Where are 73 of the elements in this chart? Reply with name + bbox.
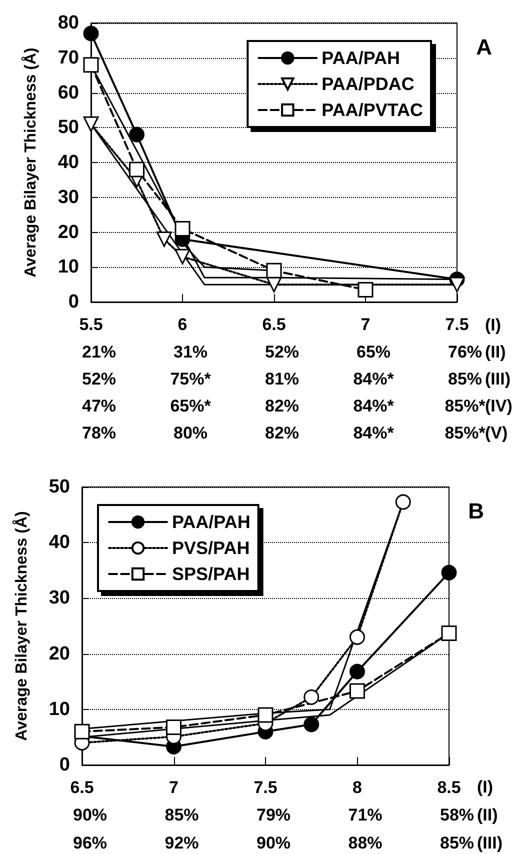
text: (I) [485, 316, 502, 334]
text: 65%* [170, 396, 212, 416]
y-tick-label: 50 [48, 476, 70, 498]
text: 78% [82, 424, 116, 442]
text: B [468, 498, 484, 524]
x-tick-label: 5.5 [79, 315, 103, 334]
text: 79% [256, 806, 291, 824]
text: 85% [448, 370, 482, 388]
text: 88% [348, 834, 382, 852]
text: (IV) [485, 396, 512, 416]
y-tick-label: 30 [48, 588, 70, 609]
legend-label: PAA/PAH [322, 48, 400, 68]
text: 82% [264, 424, 300, 442]
x-tick-label: 7 [360, 315, 370, 334]
x-tick-label: 7.5 [254, 778, 278, 797]
text: (II) [477, 806, 498, 824]
text: 52% [264, 342, 300, 362]
x-tick-label: 8 [352, 778, 362, 797]
text: 90% [72, 806, 108, 824]
text: 31% [173, 342, 208, 362]
y-tick-label: 60 [58, 82, 79, 104]
text: 58% [440, 806, 474, 824]
x-tick-label: 6.5 [262, 315, 286, 334]
text: 85%* [444, 424, 486, 442]
text: 47% [82, 396, 116, 416]
text: 84%* [353, 370, 394, 388]
legend-label: SPS/PAH [172, 564, 250, 584]
text: (III) [485, 370, 510, 388]
y-tick-label: 10 [58, 256, 79, 278]
y-tick-label: 20 [48, 643, 70, 664]
y-tick-label: 40 [48, 532, 70, 554]
text: 84%* [353, 396, 394, 416]
text: 84%* [353, 424, 394, 442]
text: 85% [164, 806, 199, 824]
x-tick-label: 6 [178, 315, 188, 334]
text: 21% [82, 342, 116, 362]
legend-label: PAA/PAH [172, 512, 250, 532]
y-tick-label: 0 [68, 292, 79, 312]
text: 85%* [444, 396, 486, 416]
text: 96% [72, 834, 108, 852]
y-tick-label: 80 [58, 12, 79, 34]
x-tick-label: 6.5 [70, 778, 94, 797]
x-tick-label: 7.5 [445, 315, 469, 334]
y-axis-title: Average Bilayer Thickness (Å) [12, 511, 30, 741]
y-axis-title: Average Bilayer Thickness (Å) [20, 48, 40, 278]
text: 52% [82, 370, 116, 388]
text: 85% [440, 834, 474, 852]
text: 75%* [170, 370, 212, 388]
text: A [476, 34, 492, 60]
text: 65% [356, 342, 391, 362]
text: 92% [164, 834, 199, 852]
text: 82% [264, 396, 300, 416]
text: 71% [348, 806, 382, 824]
text: (V) [485, 424, 508, 442]
text: (II) [485, 342, 506, 362]
y-tick-label: 50 [58, 117, 79, 138]
legend-label: PAA/PVTAC [322, 100, 424, 120]
y-tick-label: 10 [48, 698, 70, 720]
text: 80% [173, 424, 208, 442]
x-tick-label: 7 [169, 778, 178, 797]
text: 90% [256, 834, 291, 852]
legend-label: PVS/PAH [172, 538, 250, 558]
y-tick-label: 0 [59, 754, 70, 776]
text: (III) [477, 834, 502, 852]
x-tick-label: 8.5 [437, 778, 461, 797]
text: 76% [448, 342, 482, 362]
y-tick-label: 70 [58, 47, 79, 68]
y-tick-label: 40 [58, 152, 79, 173]
text: (I) [477, 778, 494, 796]
y-tick-label: 20 [58, 222, 79, 243]
text: 81% [264, 370, 300, 388]
y-tick-label: 30 [58, 186, 79, 208]
legend-label: PAA/PDAC [322, 74, 414, 94]
